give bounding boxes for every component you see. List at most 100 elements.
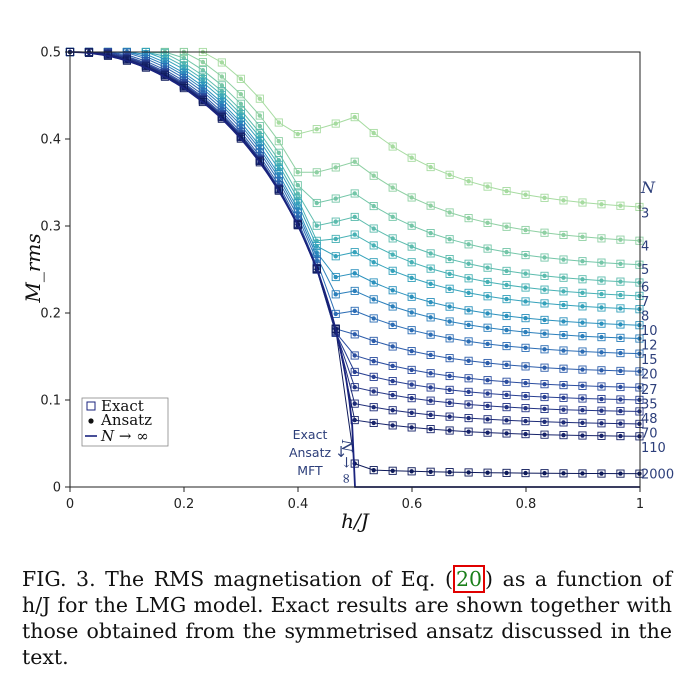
exact-point [426,229,435,238]
x-tick-label: 0.2 [174,497,195,512]
ansatz-point [390,344,395,349]
ansatz-point [257,138,263,144]
ansatz-point [504,362,509,368]
series-line-20 [70,51,640,372]
ansatz-point [409,244,414,249]
exact-point [464,414,473,423]
exact-point [540,299,549,308]
ansatz-point [561,198,566,203]
exact-point [293,130,302,139]
series-line-110 [69,51,640,437]
exact-point [426,330,435,339]
exact-point [540,345,549,354]
exact-point [597,406,606,415]
exact-point [578,318,587,327]
series-3 [65,47,644,212]
ansatz-point [257,130,263,136]
exact-point [426,313,435,322]
exact-point [426,425,435,434]
series-15 [65,47,644,358]
ansatz-point [428,315,433,320]
ansatz-point [352,401,357,406]
exact-point [502,416,511,425]
ansatz-point [599,334,604,340]
ansatz-point [561,420,566,425]
ansatz-point [561,382,566,388]
equation-ref-link[interactable]: 20 [452,565,486,593]
ansatz-point [371,130,376,136]
ansatz-point [314,223,319,228]
exact-point [407,394,416,403]
ansatz-point [352,114,357,120]
ansatz-point [580,349,585,354]
ansatz-point [637,306,642,312]
exact-point [312,168,321,177]
ansatz-point [561,395,566,401]
exact-point [445,385,454,394]
ansatz-point [466,389,471,395]
exact-point [521,251,530,260]
exact-point [426,350,435,360]
exact-point [559,431,568,440]
ansatz-point [390,322,395,328]
exact-point [483,244,492,253]
ansatz-point [599,202,604,207]
exact-point [445,302,454,311]
exact-point [502,390,511,399]
chart: 0 0.2 0.4 0.6 0.8 100.10.20.30.40.5 M_rms h/J… [21,46,674,534]
ansatz-point [466,358,471,364]
exact-point [426,163,435,172]
exact-point [369,387,378,396]
exact-point [559,393,568,402]
exact-point [369,314,378,323]
ansatz-point [523,405,528,411]
ansatz-point [580,396,585,401]
ansatz-point [580,367,585,372]
ansatz-point [599,278,604,283]
exact-point [217,58,226,67]
curve-label-header: N [640,178,656,197]
ansatz-point [238,76,244,82]
exact-point [407,153,416,162]
ansatz-point [599,421,604,426]
ansatz-point [523,470,528,476]
exact-point [293,168,302,177]
exact-point [464,274,473,283]
curve-label-8: 8 [641,309,649,324]
curve-label-2000: 2000 [641,467,674,482]
exact-point [616,366,625,375]
ansatz-point [637,204,642,210]
series-line-15 [70,51,640,355]
ansatz-point [561,257,566,262]
annotation-ansatz: Ansatz [289,445,332,460]
ansatz-point [618,203,623,208]
ansatz-point [504,282,509,288]
ansatz-point [352,288,357,294]
exact-point [445,412,454,421]
ansatz-point [371,467,376,473]
ansatz-point [333,274,338,280]
exact-point [350,113,359,122]
axes: 0 0.2 0.4 0.6 0.8 1 0 0.1 0.2 0.3 0.4 0.5 [40,46,644,513]
exact-point [483,323,492,332]
ansatz-point [637,238,642,243]
exact-point [559,273,568,282]
ansatz-point [390,214,395,219]
exact-point [407,423,416,432]
ansatz-point [485,470,490,475]
curve-label-27: 27 [641,383,658,398]
ansatz-point [371,338,376,344]
exact-point [540,380,549,389]
ansatz-point [485,246,490,251]
ansatz-point [238,107,244,113]
ansatz-point [219,60,225,65]
ansatz-point [542,365,547,370]
ansatz-point [637,293,642,299]
exact-point [635,395,644,404]
ansatz-point [542,195,547,201]
ansatz-point [599,368,604,373]
ansatz-point [409,155,414,160]
exact-point [597,348,606,357]
exact-point [388,266,397,275]
exact-point [293,221,302,230]
